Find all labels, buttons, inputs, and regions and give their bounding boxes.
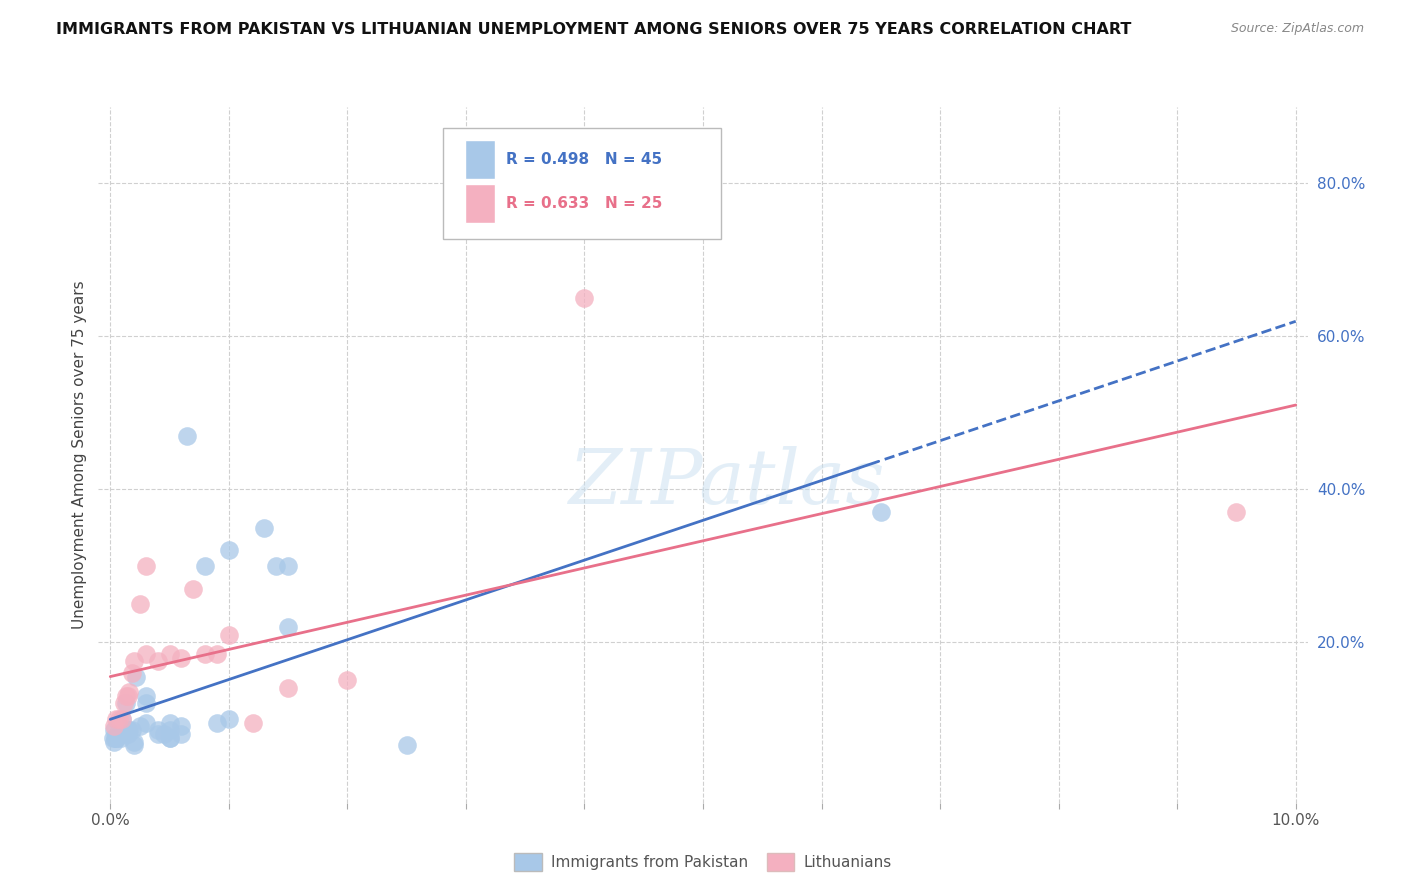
- Point: [105, 731, 128, 745]
- Point: [135, 697, 157, 711]
- Point: [108, 727, 131, 741]
- Point: [205, 715, 228, 730]
- Point: [107, 719, 129, 733]
- Point: [159, 731, 181, 745]
- Point: [253, 520, 276, 534]
- Point: [111, 727, 134, 741]
- Point: [135, 715, 157, 730]
- Point: [1225, 505, 1247, 519]
- Point: [574, 291, 596, 305]
- Point: [170, 719, 193, 733]
- Point: [105, 731, 128, 745]
- Point: [170, 650, 193, 665]
- Point: [122, 734, 145, 748]
- Point: [159, 731, 181, 745]
- Point: [114, 689, 136, 703]
- Point: [121, 723, 143, 738]
- Text: R = 0.498   N = 45: R = 0.498 N = 45: [506, 152, 662, 167]
- Point: [121, 665, 143, 680]
- Point: [117, 689, 139, 703]
- Point: [146, 727, 169, 741]
- Point: [242, 715, 264, 730]
- Point: [135, 558, 157, 573]
- Point: [111, 712, 134, 726]
- Point: [277, 620, 299, 634]
- Point: [101, 731, 124, 745]
- Point: [129, 597, 152, 611]
- Point: [205, 647, 228, 661]
- Point: [159, 647, 181, 661]
- Point: [170, 727, 193, 741]
- Point: [176, 429, 198, 443]
- Point: [194, 647, 217, 661]
- Text: IMMIGRANTS FROM PAKISTAN VS LITHUANIAN UNEMPLOYMENT AMONG SENIORS OVER 75 YEARS : IMMIGRANTS FROM PAKISTAN VS LITHUANIAN U…: [56, 22, 1132, 37]
- Point: [103, 719, 125, 733]
- Point: [129, 719, 152, 733]
- Point: [218, 543, 240, 558]
- Point: [122, 739, 145, 753]
- Y-axis label: Unemployment Among Seniors over 75 years: Unemployment Among Seniors over 75 years: [72, 281, 87, 629]
- Point: [146, 654, 169, 668]
- Point: [159, 723, 181, 738]
- Point: [122, 654, 145, 668]
- Point: [181, 582, 204, 596]
- Point: [111, 712, 134, 726]
- Point: [103, 723, 125, 738]
- Point: [135, 689, 157, 703]
- Point: [107, 712, 129, 726]
- Text: R = 0.633   N = 25: R = 0.633 N = 25: [506, 195, 662, 211]
- Legend: Immigrants from Pakistan, Lithuanians: Immigrants from Pakistan, Lithuanians: [510, 848, 896, 875]
- Point: [194, 558, 217, 573]
- Point: [218, 712, 240, 726]
- Point: [114, 723, 136, 738]
- FancyBboxPatch shape: [465, 185, 495, 222]
- Point: [105, 712, 128, 726]
- Point: [103, 734, 125, 748]
- FancyBboxPatch shape: [465, 140, 495, 178]
- Text: ZIPatlas: ZIPatlas: [569, 446, 886, 520]
- Point: [264, 558, 287, 573]
- Point: [117, 723, 139, 738]
- FancyBboxPatch shape: [443, 128, 721, 239]
- Point: [159, 715, 181, 730]
- Point: [336, 673, 359, 688]
- Point: [218, 627, 240, 641]
- Point: [114, 697, 136, 711]
- Point: [135, 647, 157, 661]
- Point: [152, 727, 174, 741]
- Point: [111, 723, 134, 738]
- Point: [117, 727, 139, 741]
- Point: [277, 558, 299, 573]
- Point: [110, 731, 132, 745]
- Point: [146, 723, 169, 738]
- Point: [869, 505, 891, 519]
- Point: [125, 670, 148, 684]
- Point: [104, 731, 127, 745]
- Point: [114, 697, 136, 711]
- Point: [118, 685, 141, 699]
- Point: [395, 739, 418, 753]
- Point: [277, 681, 299, 695]
- Point: [118, 723, 141, 738]
- Text: Source: ZipAtlas.com: Source: ZipAtlas.com: [1230, 22, 1364, 36]
